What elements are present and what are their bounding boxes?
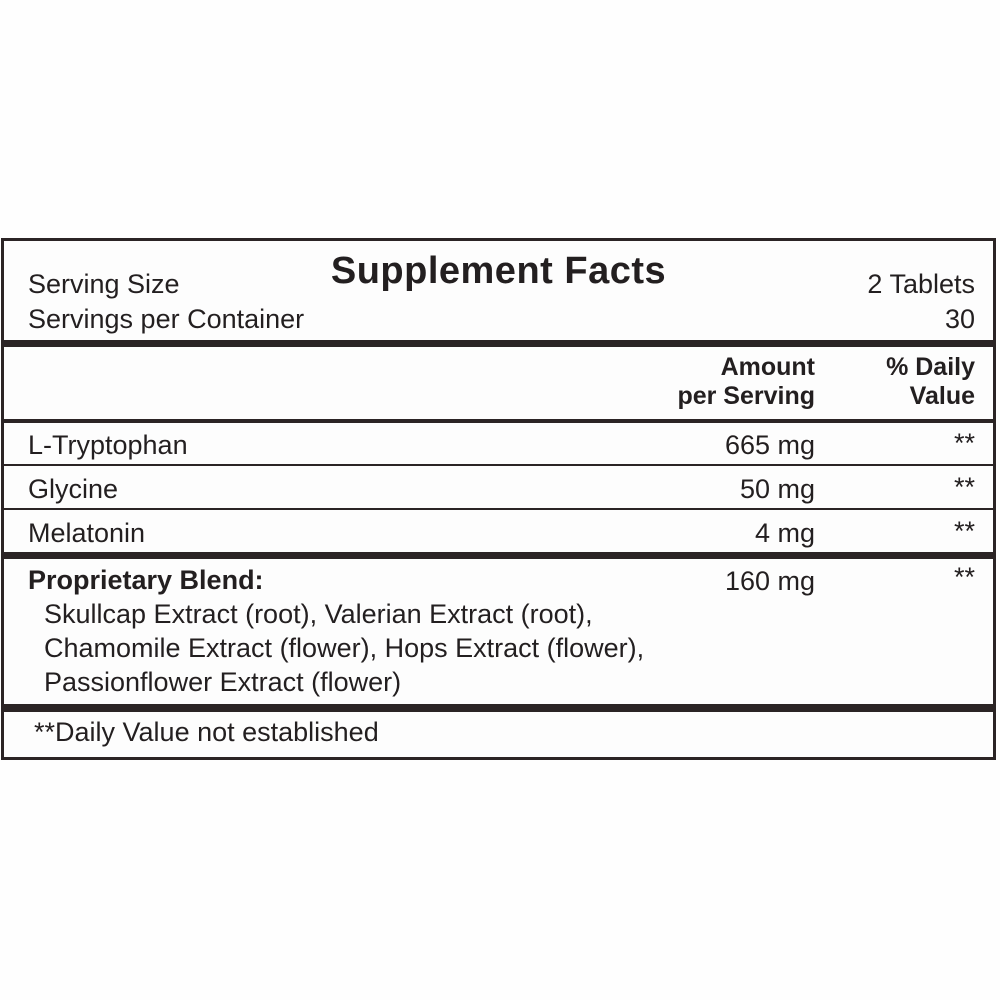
- column-header-daily-value: % Daily Value: [886, 353, 975, 411]
- nutrient-name: Melatonin: [28, 518, 146, 548]
- nutrient-amount: 4 mg: [754, 518, 815, 548]
- blend-ingredients-line: Chamomile Extract (flower), Hops Extract…: [44, 633, 645, 663]
- supplement-facts-panel: Supplement Facts Serving Size 2 Tablets …: [1, 238, 996, 760]
- nutrient-amount: 665 mg: [724, 430, 815, 460]
- blend-amount: 160 mg: [724, 566, 815, 596]
- servings-per-container-value: 30: [944, 304, 975, 334]
- nutrient-name: Glycine: [28, 474, 119, 504]
- column-header-daily-value-line2: Value: [909, 382, 975, 410]
- column-header-amount-line2: per Serving: [677, 382, 815, 410]
- blend-name: Proprietary Blend:: [28, 565, 264, 595]
- serving-size-label: Serving Size: [28, 269, 180, 299]
- divider-thick-middle: [4, 552, 993, 559]
- nutrient-daily-value: **: [953, 428, 975, 458]
- column-header-amount: Amount per Serving: [677, 353, 815, 411]
- divider-thick-bottom: [4, 704, 993, 712]
- blend-daily-value: **: [953, 562, 975, 592]
- column-header-amount-line1: Amount: [720, 353, 815, 381]
- label-title: Supplement Facts: [330, 250, 667, 292]
- blend-ingredients-line: Passionflower Extract (flower): [44, 667, 402, 697]
- divider-thin-2: [4, 508, 993, 510]
- blend-ingredients-line: Skullcap Extract (root), Valerian Extrac…: [44, 599, 593, 629]
- column-header-daily-value-line1: % Daily: [886, 353, 975, 381]
- divider-thin-1: [4, 464, 993, 466]
- daily-value-footnote: **Daily Value not established: [34, 717, 379, 747]
- nutrient-name: L-Tryptophan: [28, 430, 188, 460]
- servings-per-container-label: Servings per Container: [28, 304, 305, 334]
- divider-under-headers: [4, 419, 993, 423]
- nutrient-amount: 50 mg: [739, 474, 815, 504]
- divider-thick-top: [4, 340, 993, 347]
- serving-size-value: 2 Tablets: [867, 269, 975, 299]
- nutrient-daily-value: **: [953, 472, 975, 502]
- nutrient-daily-value: **: [953, 516, 975, 546]
- blend-ingredients: Skullcap Extract (root), Valerian Extrac…: [44, 597, 644, 699]
